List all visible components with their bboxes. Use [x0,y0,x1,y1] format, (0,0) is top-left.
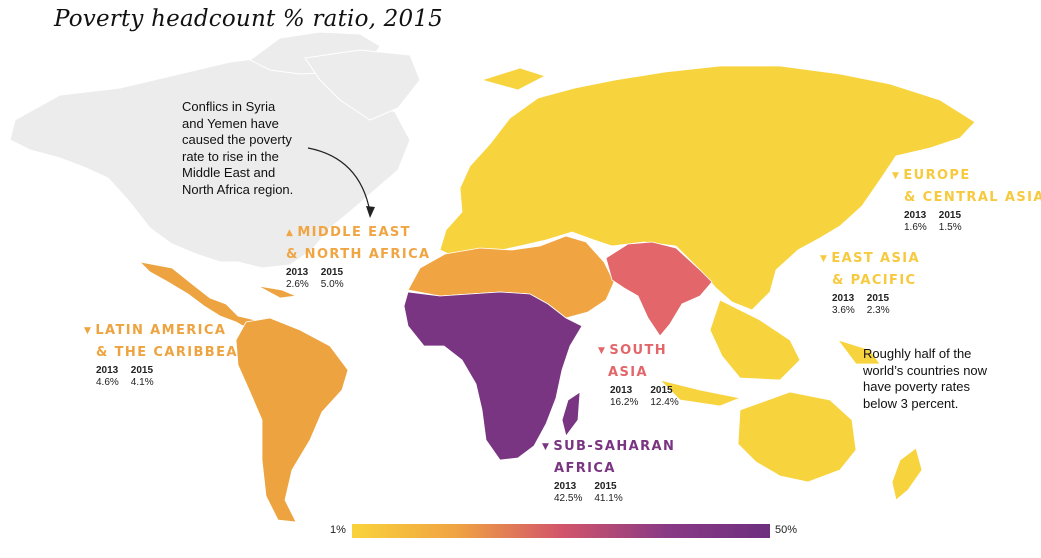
region-label-eca: ▼ EUROPE & CENTRAL ASIA 2013 1.6% 2015 1.5% [892,165,1041,234]
note-line: rate to rise in the [182,148,279,164]
global-note: Roughly half of the world’s countries no… [863,346,987,412]
sub-saharan-africa-shape [403,291,583,461]
region-name-line2: & CENTRAL ASIA [904,190,1041,205]
region-stats: 2013 1.6% 2015 1.5% [904,210,962,233]
region-label-mena: ▲ MIDDLE EAST & NORTH AFRICA 2013 2.6% 201… [286,222,430,291]
legend-color-scale [352,524,770,538]
annotation-arrow [307,147,371,213]
trend-up-icon: ▲ [286,228,295,238]
region-name-line1: ▼ SOUTH [598,340,679,362]
region-name-line1: ▼ LATIN AMERICA [84,320,250,342]
region-stats: 2013 3.6% 2015 2.3% [832,293,890,316]
map-title: Poverty headcount % ratio, 2015 [54,6,443,32]
trend-down-icon: ▼ [820,254,829,264]
trend-down-icon: ▼ [598,346,607,356]
region-stats: 2013 42.5% 2015 41.1% [554,481,623,504]
region-stats: 2013 4.6% 2015 4.1% [96,365,154,388]
note-line: caused the poverty [182,132,292,147]
region-name-line1: ▼ SUB-SAHARAN [542,436,675,458]
region-name-line2: & THE CARIBBEAN [96,345,251,360]
region-name-line2: & PACIFIC [832,273,917,288]
note-line: North Africa region. [182,181,294,197]
note-line: world’s countries now [863,362,988,378]
note-line: and Yemen have [182,115,279,131]
region-name-line2: ASIA [608,365,648,380]
region-name-line1: ▼ EAST ASIA [820,248,920,270]
region-label-eap: ▼ EAST ASIA & PACIFIC 2013 3.6% 2015 2.3% [820,248,920,317]
region-name-line1: ▲ MIDDLE EAST [286,222,430,244]
mena-note: Conflics in Syria and Yemen have caused … [182,99,293,198]
legend-max-label: 50% [775,524,798,536]
note-line: below 3 percent. [863,395,959,411]
note-line: Roughly half of the [863,346,972,361]
region-stats: 2013 16.2% 2015 12.4% [610,385,679,408]
region-name-line2: AFRICA [554,461,616,476]
region-stats: 2013 2.6% 2015 5.0% [286,267,344,290]
trend-down-icon: ▼ [892,171,901,181]
region-name-line2: & NORTH AFRICA [286,247,431,262]
eurasia-shape [439,65,976,501]
legend-min-label: 1% [330,524,346,536]
note-line: have poverty rates [863,379,970,394]
latin-america-shape [138,261,349,523]
region-label-lac: ▼ LATIN AMERICA & THE CARIBBEAN 2013 4.6% … [84,320,250,389]
trend-down-icon: ▼ [84,326,93,336]
trend-down-icon: ▼ [542,442,551,452]
south-asia-shape [605,241,713,337]
no-data-region [9,31,421,269]
region-label-sub-saharan-africa: ▼ SUB-SAHARAN AFRICA 2013 42.5% 2015 41.1% [542,436,675,505]
note-line: Conflics in Syria [182,99,276,114]
note-line: Middle East and [182,165,276,180]
region-name-line1: ▼ EUROPE [892,165,1041,187]
region-label-south-asia: ▼ SOUTH ASIA 2013 16.2% 2015 12.4% [598,340,679,409]
annotation-arrowhead [366,206,375,218]
